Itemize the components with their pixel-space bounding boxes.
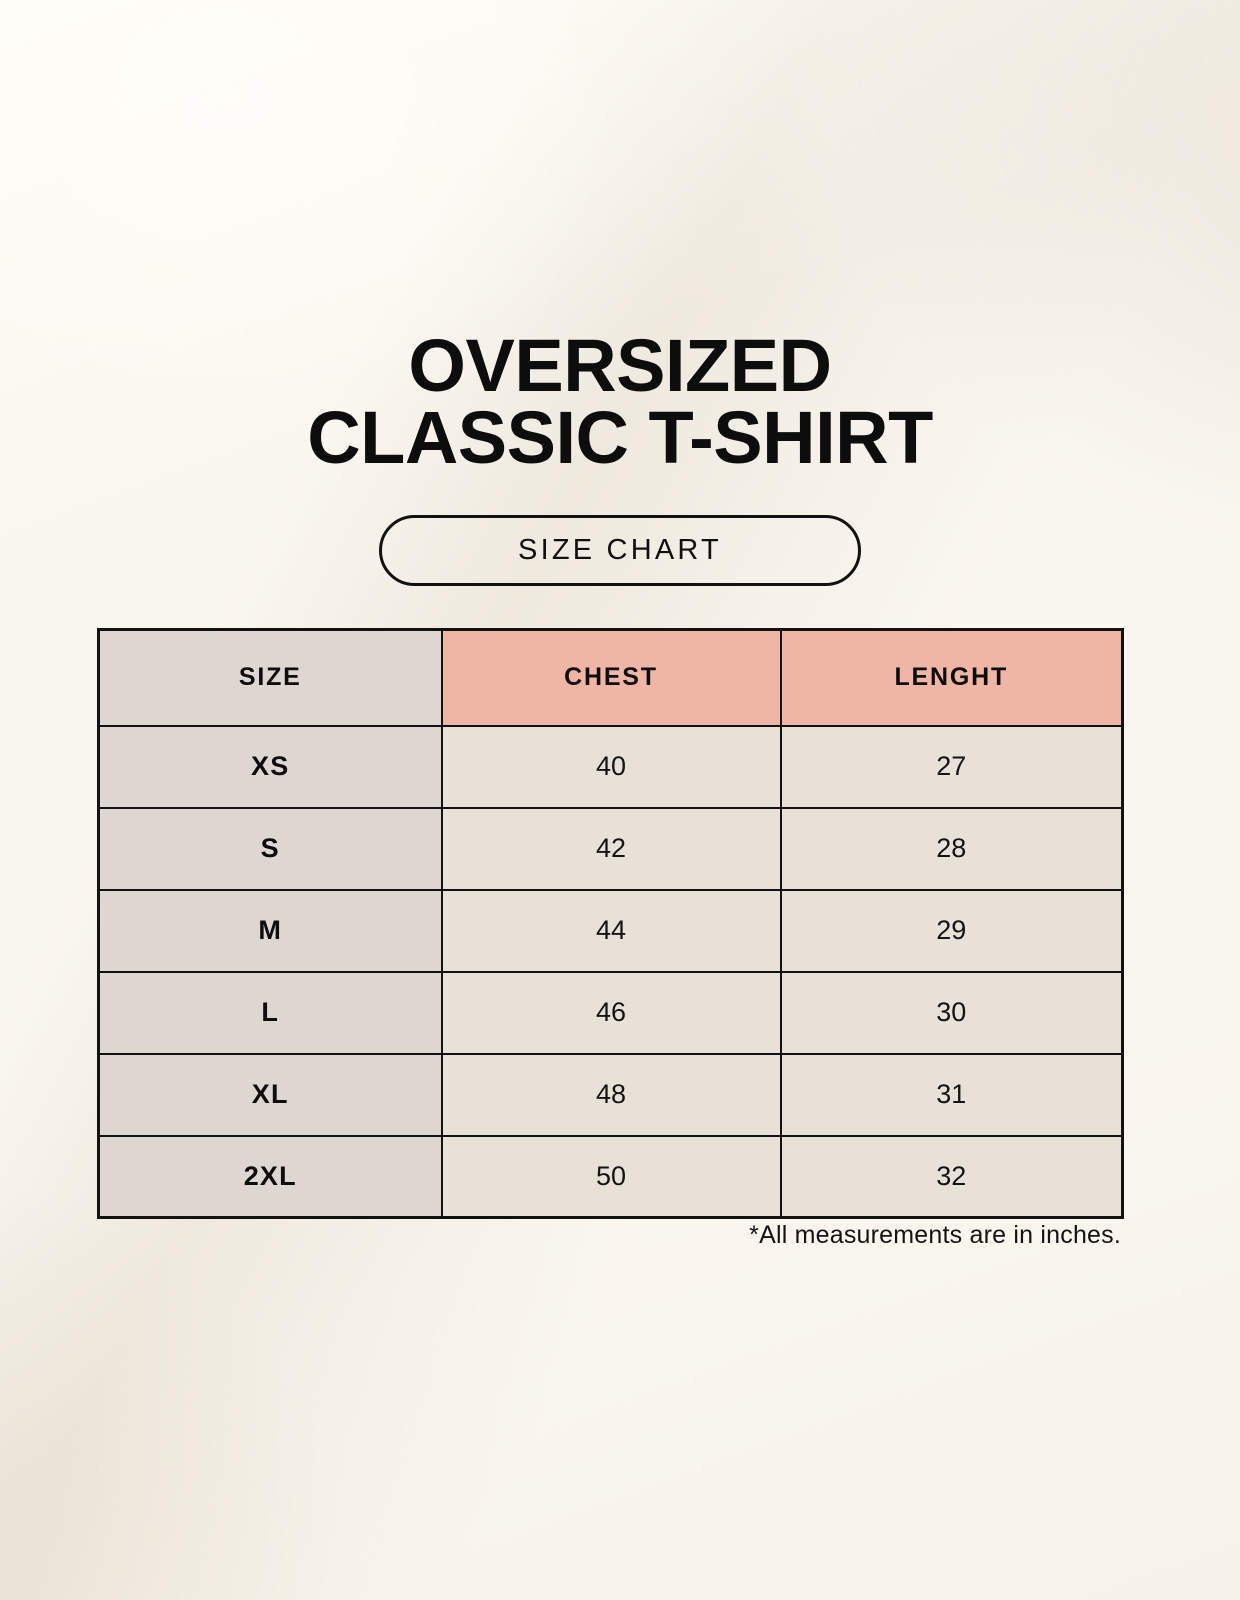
title-line-1: OVERSIZED bbox=[408, 324, 832, 407]
cell-chest: 46 bbox=[440, 970, 782, 1055]
cell-size: M bbox=[97, 888, 443, 973]
table-row: XL 48 31 bbox=[97, 1052, 1124, 1137]
table-row: S 42 28 bbox=[97, 806, 1124, 891]
cell-chest: 44 bbox=[440, 888, 782, 973]
measurement-unit-note: *All measurements are in inches. bbox=[749, 1221, 1121, 1249]
size-table-body: XS 40 27 S 42 28 M 44 29 L 46 30 bbox=[97, 724, 1124, 1219]
table-row: M 44 29 bbox=[97, 888, 1124, 973]
cell-length: 28 bbox=[779, 806, 1124, 891]
column-header-length: LENGHT bbox=[779, 628, 1124, 727]
cell-length: 31 bbox=[779, 1052, 1124, 1137]
size-table-container: SIZE CHEST LENGHT XS 40 27 S 42 28 M bbox=[97, 628, 1124, 1219]
cell-length: 32 bbox=[779, 1134, 1124, 1219]
cell-chest: 48 bbox=[440, 1052, 782, 1137]
cell-size: 2XL bbox=[97, 1134, 443, 1219]
cell-chest: 42 bbox=[440, 806, 782, 891]
size-chart-badge-label: SIZE CHART bbox=[518, 534, 722, 566]
cell-size: L bbox=[97, 970, 443, 1055]
cell-size: S bbox=[97, 806, 443, 891]
size-table-header: SIZE CHEST LENGHT bbox=[97, 628, 1124, 727]
cell-length: 27 bbox=[779, 724, 1124, 809]
column-header-size: SIZE bbox=[97, 628, 443, 727]
cell-size: XS bbox=[97, 724, 443, 809]
size-chart-badge-container: SIZE CHART bbox=[0, 515, 1240, 586]
table-row: 2XL 50 32 bbox=[97, 1134, 1124, 1219]
cell-length: 29 bbox=[779, 888, 1124, 973]
table-row: XS 40 27 bbox=[97, 724, 1124, 809]
cell-chest: 40 bbox=[440, 724, 782, 809]
column-header-chest: CHEST bbox=[440, 628, 782, 727]
table-row: L 46 30 bbox=[97, 970, 1124, 1055]
size-table: SIZE CHEST LENGHT XS 40 27 S 42 28 M bbox=[97, 628, 1124, 1219]
title-line-2: CLASSIC T-SHIRT bbox=[307, 396, 933, 479]
table-header-row: SIZE CHEST LENGHT bbox=[97, 628, 1124, 727]
cell-size: XL bbox=[97, 1052, 443, 1137]
cell-chest: 50 bbox=[440, 1134, 782, 1219]
cell-length: 30 bbox=[779, 970, 1124, 1055]
page-title: OVERSIZED CLASSIC T-SHIRT bbox=[0, 324, 1240, 479]
size-chart-badge[interactable]: SIZE CHART bbox=[379, 515, 861, 586]
